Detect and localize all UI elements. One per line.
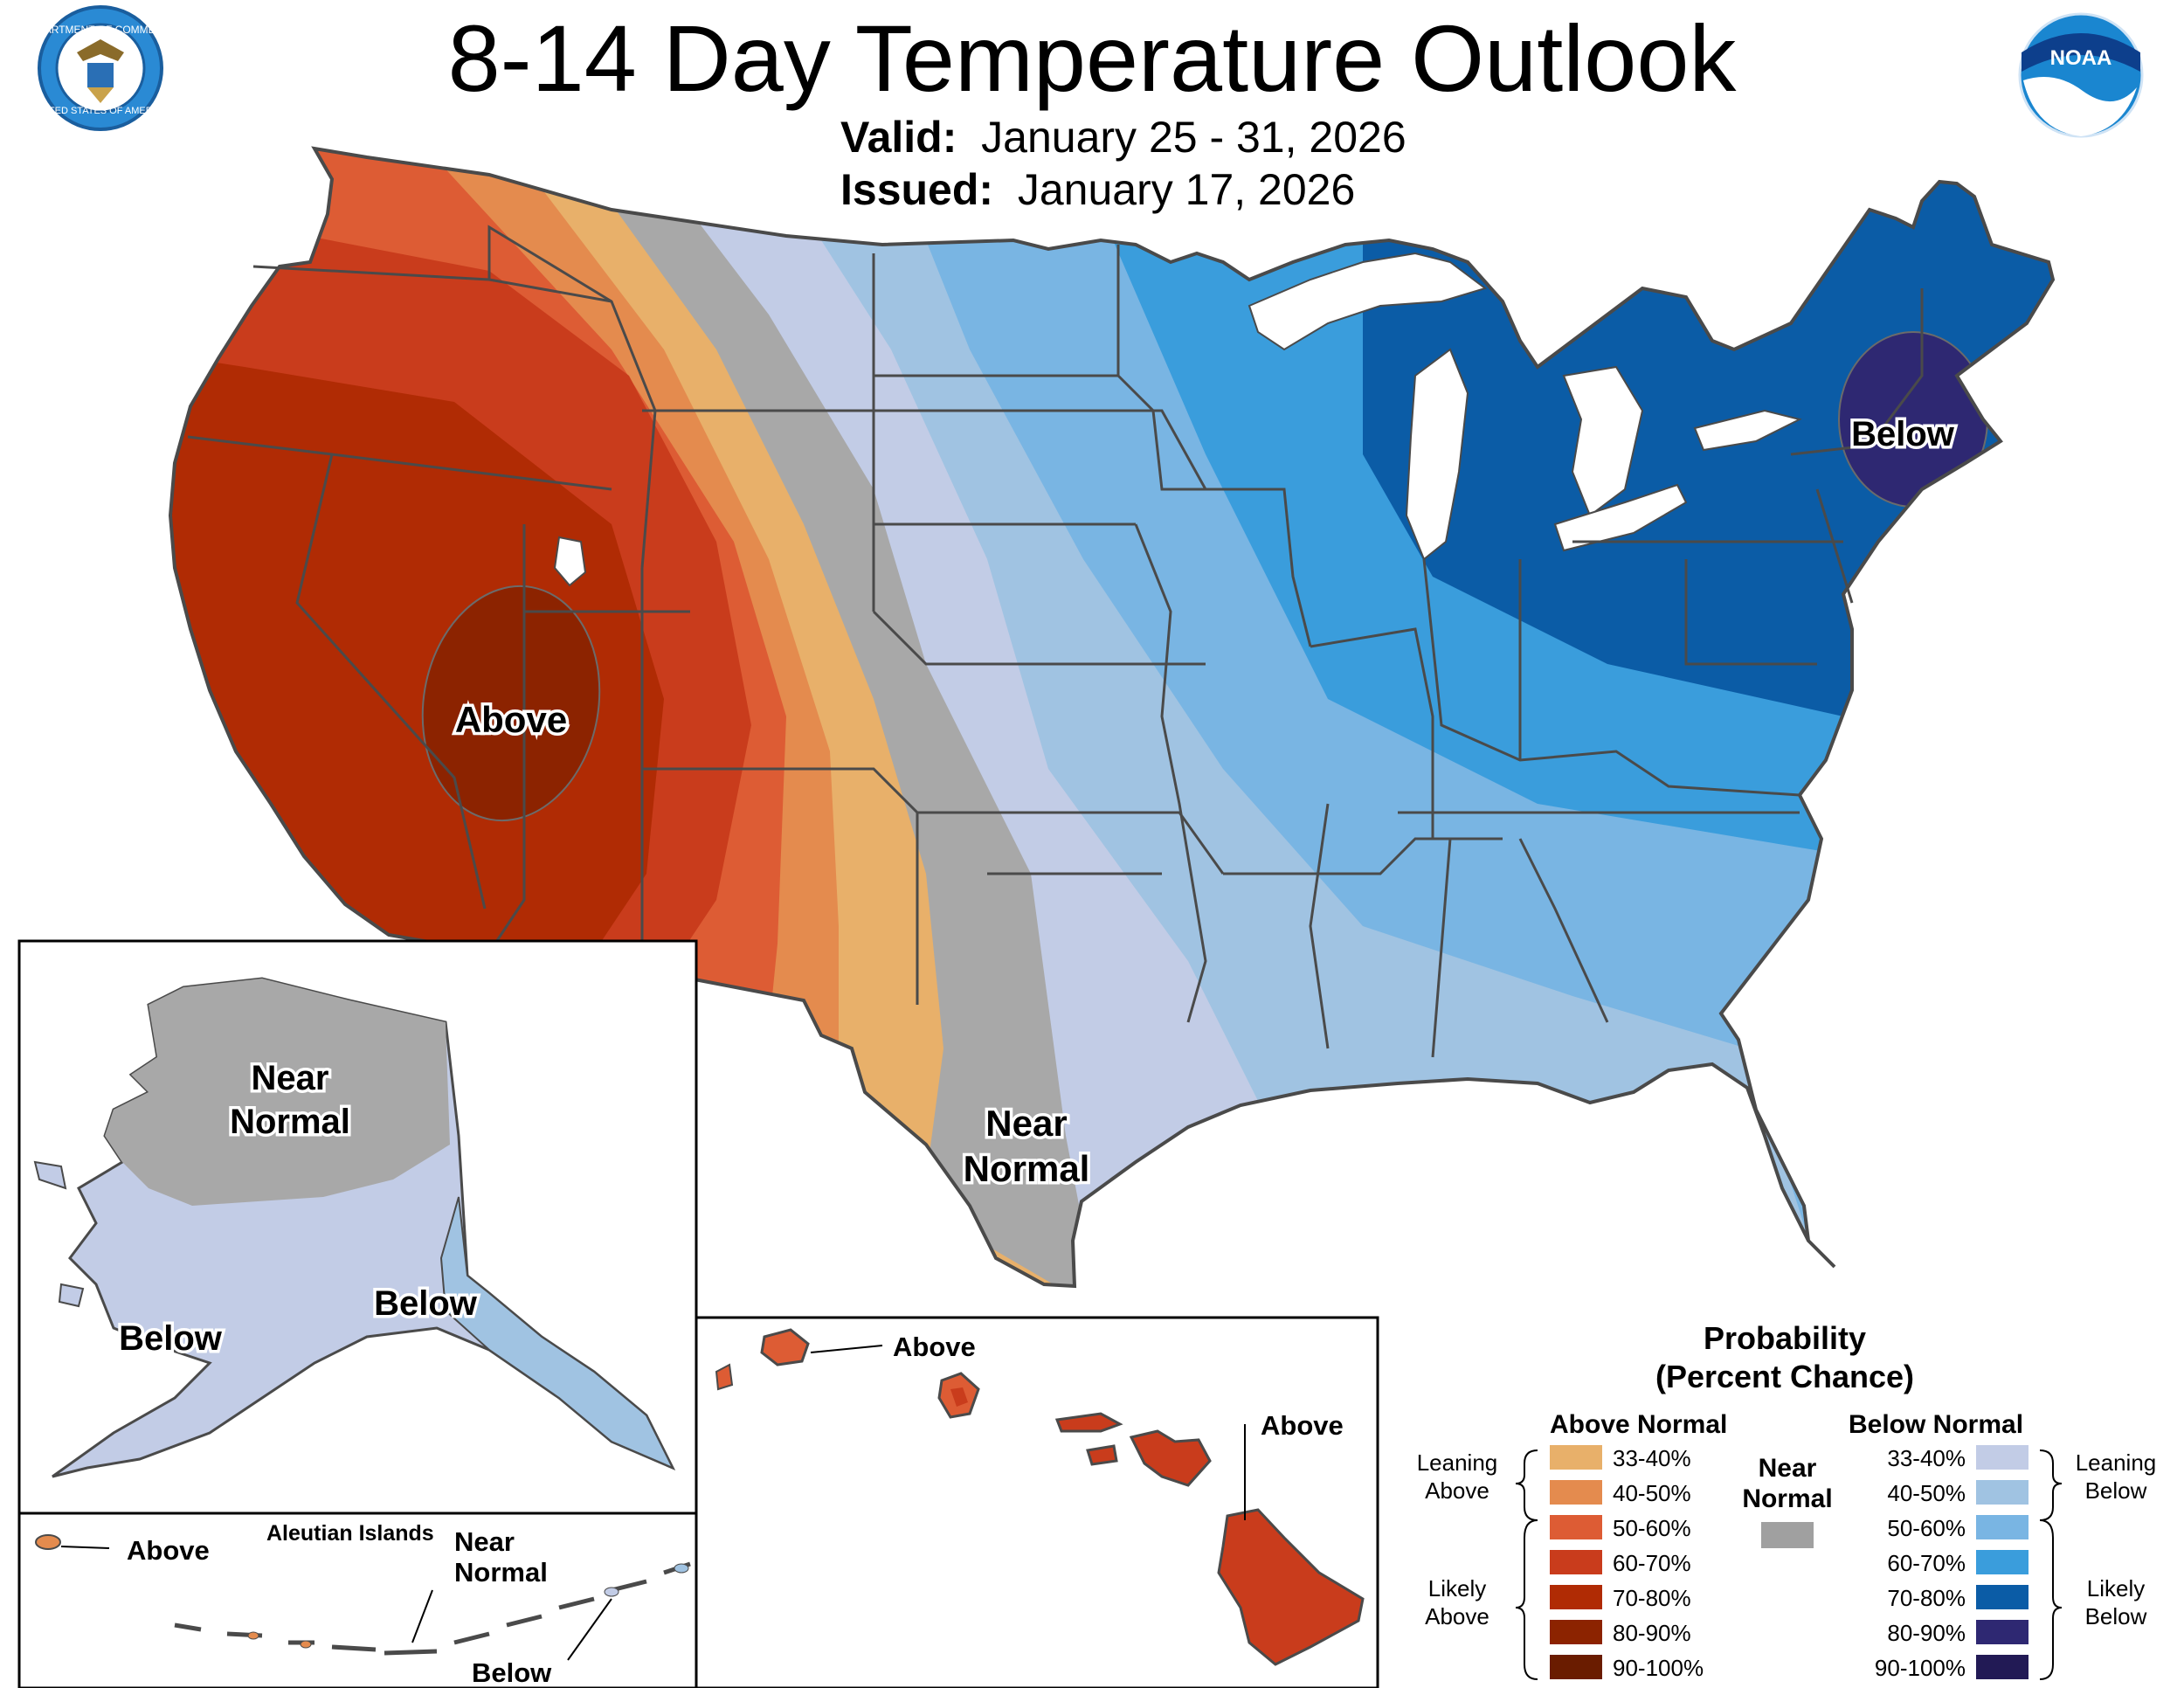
issued-label: Issued: [840, 165, 994, 214]
issued-line: Issued: January 17, 2026 [840, 164, 1355, 215]
legend-above-label-6: 90-100% [1613, 1655, 1704, 1681]
lake-ontario [1693, 409, 1802, 452]
legend-above-label-1: 40-50% [1613, 1480, 1691, 1506]
aleutian-below-label: Below [472, 1657, 552, 1688]
state-borders [187, 225, 1924, 1058]
legend-below-label-0: 33-40% [1887, 1445, 1966, 1471]
aleutian-near-label-2: Normal [454, 1557, 548, 1588]
legend-above-label-2: 50-60% [1613, 1515, 1691, 1541]
legend-above-label-3: 60-70% [1613, 1550, 1691, 1576]
legend-below-label-5: 80-90% [1887, 1620, 1966, 1646]
legend-title-1: Probability [1704, 1320, 1866, 1356]
lake-huron [1562, 365, 1644, 517]
legend-below-swatch-3 [1976, 1550, 2028, 1574]
aleutian-title: Aleutian Islands [266, 1521, 434, 1546]
legend-near-1: Near [1759, 1454, 1817, 1483]
legend-below-swatch-6 [1976, 1655, 2028, 1679]
legend-above-swatch-3 [1550, 1550, 1602, 1574]
conus-near-label-2: Normal [964, 1148, 1090, 1189]
alaska-below-label-w: Below [119, 1319, 223, 1358]
aleutian-inset: Above Aleutian Islands Near Normal Below [17, 1512, 698, 1688]
legend-above-label-4: 70-80% [1613, 1585, 1691, 1611]
aleutian-near-label-1: Near [454, 1526, 515, 1557]
legend-likely-below-1: Likely [2087, 1575, 2145, 1602]
legend-above-swatch-6 [1550, 1655, 1602, 1679]
legend-above-label-5: 80-90% [1613, 1620, 1691, 1646]
legend-below-swatch-1 [1976, 1480, 2028, 1505]
alaska-near-label-2: Normal [230, 1103, 350, 1141]
legend-above-swatch-5 [1550, 1620, 1602, 1644]
legend-near-swatch [1761, 1522, 1814, 1548]
legend-below-swatch-4 [1976, 1585, 2028, 1609]
conus-near-label-1: Near [985, 1103, 1067, 1144]
legend-below-swatch-5 [1976, 1620, 2028, 1644]
seal-ring-text-bottom: UNITED STATES OF AMERICA [32, 106, 169, 116]
conus-below-label: Below [1851, 415, 1955, 453]
legend-below-header: Below Normal [1849, 1410, 2023, 1439]
valid-value: January 25 - 31, 2026 [981, 113, 1406, 162]
valid-line: Valid: January 25 - 31, 2026 [840, 112, 1406, 163]
issued-value: January 17, 2026 [1017, 165, 1356, 214]
noaa-logo-icon: NOAA [2018, 12, 2144, 138]
hawaii-above-label-2: Above [1261, 1410, 1344, 1441]
legend-below-swatches: 33-40% 40-50% 50-60% 60-70% 70-80% 80-90% 90-1… [1875, 1445, 2028, 1681]
legend-near-2: Normal [1742, 1484, 1832, 1513]
hawaii-inset: Above Above [695, 1316, 1379, 1688]
legend-likely-above-2: Above [1425, 1603, 1489, 1629]
legend-above-swatch-0 [1550, 1445, 1602, 1470]
legend-below-label-1: 40-50% [1887, 1480, 1966, 1506]
alaska-inset: Near Normal Below Below [17, 939, 698, 1515]
aleutian-above-label: Above [127, 1535, 210, 1566]
legend-below-swatch-2 [1976, 1515, 2028, 1539]
conus-above-label: Above [455, 699, 567, 740]
legend-leaning-above-2: Above [1425, 1477, 1489, 1504]
legend-above-swatches: 33-40% 40-50% 50-60% 60-70% 70-80% 80-90% 90-1… [1550, 1445, 1704, 1681]
legend-likely-below-2: Below [2085, 1603, 2147, 1629]
page-title: 8-14 Day Temperature Outlook [447, 5, 1737, 111]
valid-label: Valid: [840, 113, 957, 162]
legend-above-label-0: 33-40% [1613, 1445, 1691, 1471]
great-salt-lake [553, 536, 587, 587]
legend-below-swatch-0 [1976, 1445, 2028, 1470]
legend-above-header: Above Normal [1550, 1410, 1727, 1439]
legend: Probability (Percent Chance) Above Norma… [1417, 1320, 2157, 1681]
legend-above-swatch-2 [1550, 1515, 1602, 1539]
legend-above-swatch-1 [1550, 1480, 1602, 1505]
seal-ring-text-top: DEPARTMENT OF COMMERCE [24, 24, 177, 36]
legend-likely-above-1: Likely [1428, 1575, 1486, 1602]
lake-superior [1248, 252, 1488, 351]
legend-above-swatch-4 [1550, 1585, 1602, 1609]
commerce-seal-icon: DEPARTMENT OF COMMERCE UNITED STATES OF … [24, 5, 177, 131]
lake-michigan [1405, 348, 1469, 561]
hawaii-above-label-1: Above [893, 1332, 976, 1362]
legend-below-label-6: 90-100% [1875, 1655, 1966, 1681]
legend-leaning-above-1: Leaning [1417, 1449, 1498, 1476]
alaska-near-label-1: Near [252, 1059, 329, 1097]
noaa-text: NOAA [2050, 46, 2112, 70]
legend-below-label-3: 60-70% [1887, 1550, 1966, 1576]
legend-leaning-below-2: Below [2085, 1477, 2147, 1504]
alaska-below-label-se: Below [374, 1284, 478, 1323]
legend-leaning-below-1: Leaning [2076, 1449, 2157, 1476]
lake-erie [1553, 483, 1688, 552]
legend-below-label-4: 70-80% [1887, 1585, 1966, 1611]
legend-below-label-2: 50-60% [1887, 1515, 1966, 1541]
legend-title-2: (Percent Chance) [1655, 1359, 1914, 1394]
